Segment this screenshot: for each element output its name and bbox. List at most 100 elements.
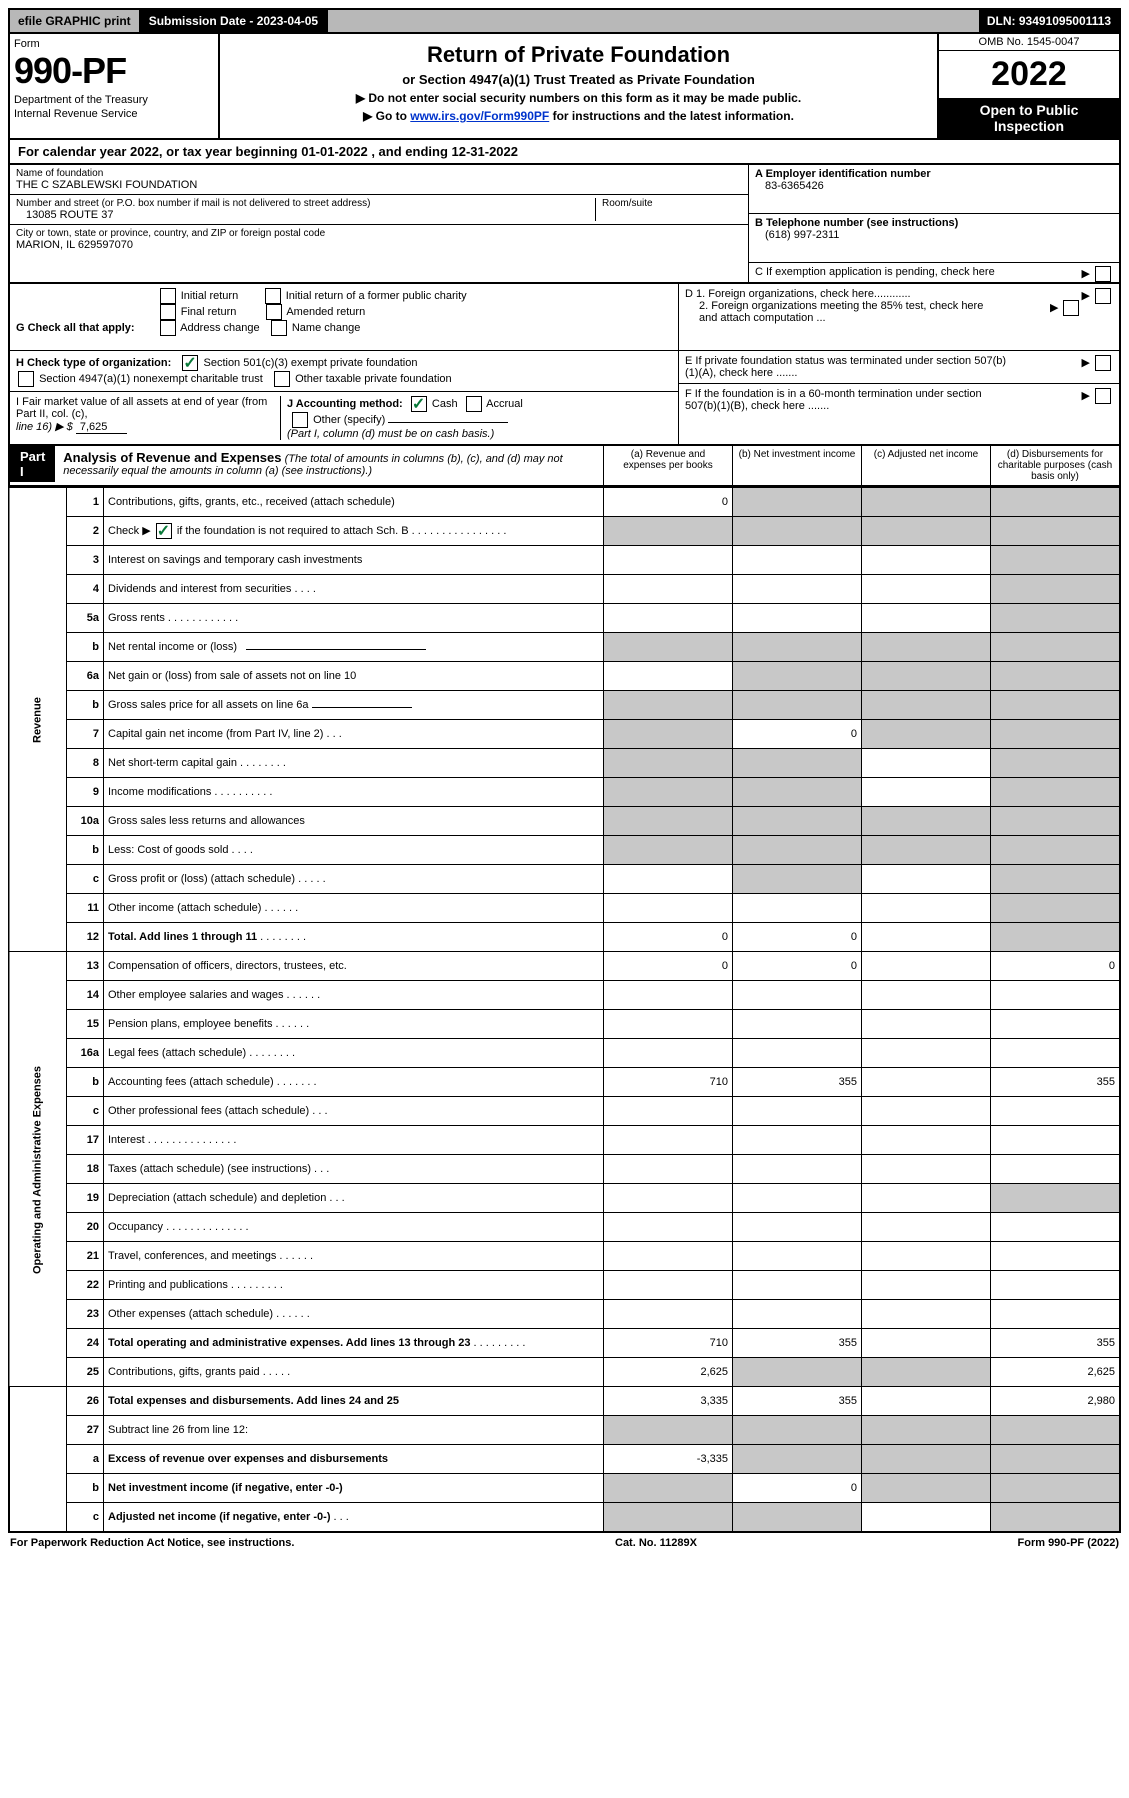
room-label: Room/suite — [602, 198, 742, 209]
table-row: 15Pension plans, employee benefits . . .… — [9, 1010, 1120, 1039]
j-other-checkbox[interactable] — [292, 412, 308, 428]
i-cell: I Fair market value of all assets at end… — [16, 396, 281, 440]
table-row: 23Other expenses (attach schedule) . . .… — [9, 1300, 1120, 1329]
table-row: 10aGross sales less returns and allowanc… — [9, 807, 1120, 836]
col-a-head: (a) Revenue and expenses per books — [603, 446, 732, 485]
j-cash-checkbox[interactable] — [411, 396, 427, 412]
table-row: bAccounting fees (attach schedule) . . .… — [9, 1068, 1120, 1097]
g-initial-former-checkbox[interactable] — [265, 288, 281, 304]
dept-irs: Internal Revenue Service — [14, 108, 214, 120]
submission-date: Submission Date - 2023-04-05 — [141, 10, 328, 32]
calendar-year-row: For calendar year 2022, or tax year begi… — [8, 140, 1121, 165]
d1-label: D 1. Foreign organizations, check here..… — [685, 288, 911, 300]
tel-value: (618) 997-2311 — [755, 229, 839, 241]
e-checkbox[interactable] — [1095, 355, 1111, 371]
omb-number: OMB No. 1545-0047 — [939, 34, 1119, 51]
table-row: 18Taxes (attach schedule) (see instructi… — [9, 1155, 1120, 1184]
form-label: Form — [14, 38, 214, 50]
ij-row: I Fair market value of all assets at end… — [10, 392, 678, 444]
form-subtitle: or Section 4947(a)(1) Trust Treated as P… — [224, 72, 933, 87]
j-label: J Accounting method: — [287, 398, 403, 410]
table-row: 14Other employee salaries and wages . . … — [9, 981, 1120, 1010]
foundation-name-cell: Name of foundation THE C SZABLEWSKI FOUN… — [10, 165, 748, 195]
h-4947-checkbox[interactable] — [18, 371, 34, 387]
table-row: 4Dividends and interest from securities … — [9, 575, 1120, 604]
city-cell: City or town, state or province, country… — [10, 225, 748, 254]
footer-right: Form 990-PF (2022) — [1018, 1537, 1120, 1549]
ein-label: A Employer identification number — [755, 168, 931, 180]
table-row: Operating and Administrative Expenses 13… — [9, 952, 1120, 981]
open-public: Open to Public Inspection — [939, 98, 1119, 138]
ein-cell: A Employer identification number 83-6365… — [749, 165, 1119, 214]
dept-treasury: Department of the Treasury — [14, 94, 214, 106]
c-label: C If exemption application is pending, c… — [755, 266, 995, 278]
g-label: G Check all that apply: — [16, 322, 135, 334]
table-row: 12Total. Add lines 1 through 11 . . . . … — [9, 923, 1120, 952]
part1-title: Analysis of Revenue and Expenses — [63, 450, 281, 465]
tax-year: 2022 — [939, 51, 1119, 98]
table-row: 9Income modifications . . . . . . . . . … — [9, 778, 1120, 807]
table-row: 25Contributions, gifts, grants paid . . … — [9, 1358, 1120, 1387]
table-row: 8Net short-term capital gain . . . . . .… — [9, 749, 1120, 778]
name-label: Name of foundation — [16, 168, 742, 179]
h-row: H Check type of organization: Section 50… — [10, 351, 678, 392]
g-row: G Check all that apply: Initial return I… — [10, 284, 678, 351]
c-checkbox[interactable] — [1095, 266, 1111, 282]
f-checkbox[interactable] — [1095, 388, 1111, 404]
table-row: 21Travel, conferences, and meetings . . … — [9, 1242, 1120, 1271]
e-label: E If private foundation status was termi… — [685, 355, 1015, 379]
d1-checkbox[interactable] — [1095, 288, 1111, 304]
g-name-checkbox[interactable] — [271, 320, 287, 336]
part1-label: Part I — [10, 446, 55, 482]
dln-label: DLN: 93491095001113 — [979, 10, 1119, 32]
g-amended-checkbox[interactable] — [266, 304, 282, 320]
header-mid: Return of Private Foundation or Section … — [220, 34, 937, 138]
table-row: 27Subtract line 26 from line 12: — [9, 1416, 1120, 1445]
topbar-spacer — [328, 17, 979, 25]
j-note: (Part I, column (d) must be on cash basi… — [287, 428, 494, 440]
ein-value: 83-6365426 — [755, 180, 824, 192]
col-c-head: (c) Adjusted net income — [861, 446, 990, 485]
address-row: Number and street (or P.O. box number if… — [10, 195, 748, 225]
table-row: cOther professional fees (attach schedul… — [9, 1097, 1120, 1126]
warn2: ▶ Go to www.irs.gov/Form990PF for instru… — [224, 109, 933, 123]
irs-link[interactable]: www.irs.gov/Form990PF — [410, 109, 549, 123]
j-accrual-checkbox[interactable] — [466, 396, 482, 412]
table-row: 6aNet gain or (loss) from sale of assets… — [9, 662, 1120, 691]
revenue-label: Revenue — [9, 488, 67, 952]
top-bar: efile GRAPHIC print Submission Date - 20… — [8, 8, 1121, 34]
g-final-checkbox[interactable] — [160, 304, 176, 320]
table-row: 7Capital gain net income (from Part IV, … — [9, 720, 1120, 749]
table-row: 3Interest on savings and temporary cash … — [9, 546, 1120, 575]
f-label: F If the foundation is in a 60-month ter… — [685, 388, 1015, 412]
g-address-checkbox[interactable] — [160, 320, 176, 336]
table-row: 24Total operating and administrative exp… — [9, 1329, 1120, 1358]
e-row: E If private foundation status was termi… — [679, 351, 1119, 384]
efile-label[interactable]: efile GRAPHIC print — [10, 10, 141, 32]
footer: For Paperwork Reduction Act Notice, see … — [8, 1533, 1121, 1553]
street-address: 13085 ROUTE 37 — [16, 209, 595, 221]
footer-mid: Cat. No. 11289X — [615, 1537, 697, 1549]
form-header: Form 990-PF Department of the Treasury I… — [8, 34, 1121, 140]
d-row: D 1. Foreign organizations, check here..… — [679, 284, 1119, 351]
d2-checkbox[interactable] — [1063, 300, 1079, 316]
table-row: bGross sales price for all assets on lin… — [9, 691, 1120, 720]
checkboxes-block: G Check all that apply: Initial return I… — [8, 284, 1121, 446]
i-label: I Fair market value of all assets at end… — [16, 396, 267, 420]
table-row: 20Occupancy . . . . . . . . . . . . . . — [9, 1213, 1120, 1242]
header-left: Form 990-PF Department of the Treasury I… — [10, 34, 220, 138]
form-number: 990-PF — [14, 50, 214, 92]
h-other-checkbox[interactable] — [274, 371, 290, 387]
i-value: 7,625 — [76, 421, 128, 434]
g-initial-checkbox[interactable] — [160, 288, 176, 304]
table-row: 17Interest . . . . . . . . . . . . . . . — [9, 1126, 1120, 1155]
table-row: 11Other income (attach schedule) . . . .… — [9, 894, 1120, 923]
h-501c3-checkbox[interactable] — [182, 355, 198, 371]
schb-checkbox[interactable] — [156, 523, 172, 539]
warn1: ▶ Do not enter social security numbers o… — [224, 91, 933, 105]
form-title: Return of Private Foundation — [224, 42, 933, 68]
tel-cell: B Telephone number (see instructions) (6… — [749, 214, 1119, 263]
header-right: OMB No. 1545-0047 2022 Open to Public In… — [937, 34, 1119, 138]
city-value: MARION, IL 629597070 — [16, 239, 742, 251]
table-row: 19Depreciation (attach schedule) and dep… — [9, 1184, 1120, 1213]
